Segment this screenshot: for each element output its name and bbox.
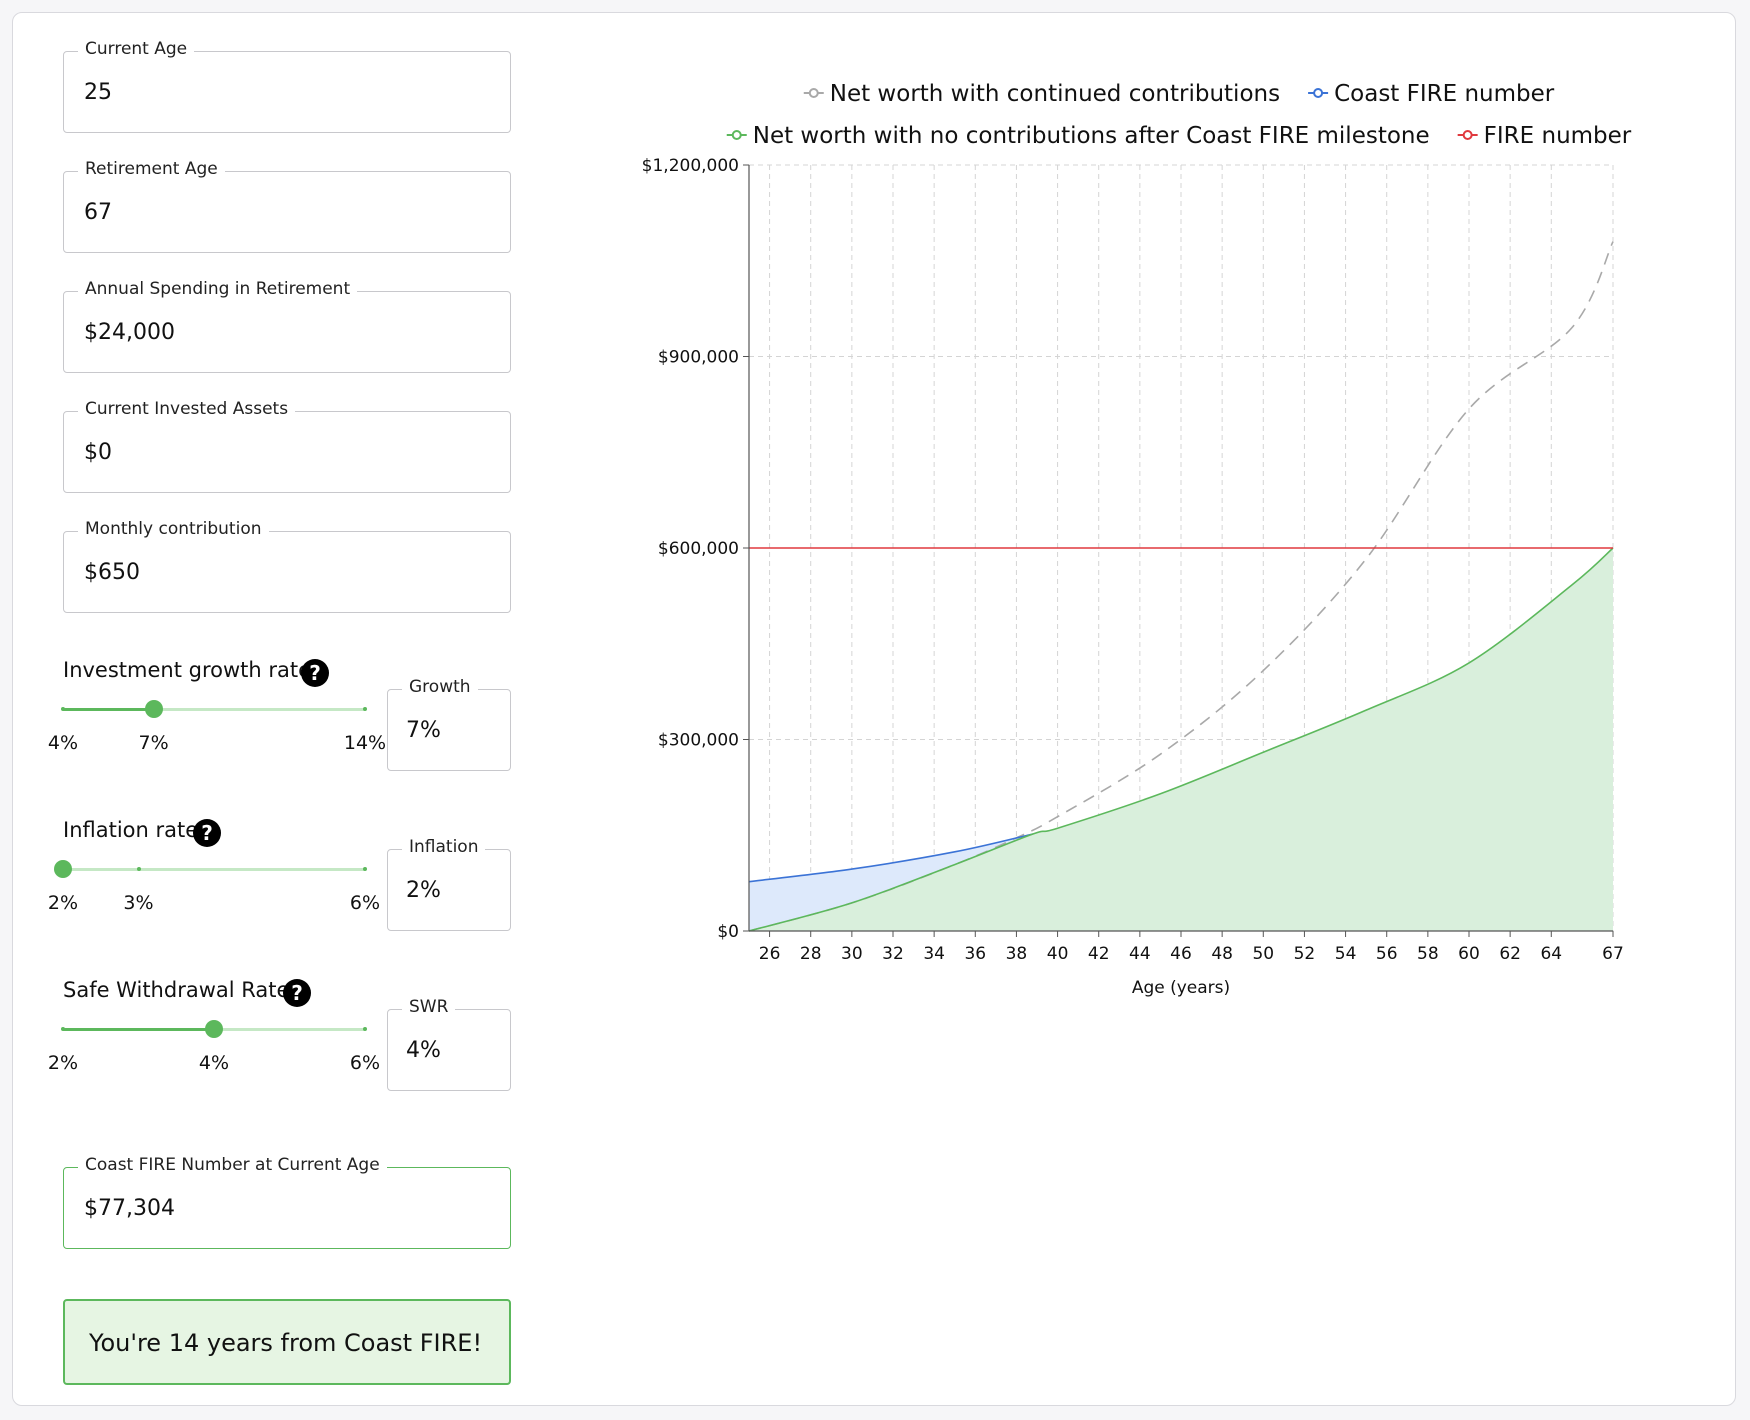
swr-help-icon[interactable]: ? [283, 979, 311, 1007]
retirement-age-label: Retirement Age [78, 159, 225, 179]
coast-fire-message-box: You're 14 years from Coast FIRE! [63, 1299, 511, 1385]
swr-slider-fill [63, 1028, 214, 1031]
inflation-help-icon[interactable]: ? [193, 819, 221, 847]
y-tick-label: $900,000 [658, 348, 739, 368]
coast-fire-message: You're 14 years from Coast FIRE! [89, 1329, 483, 1357]
swr-label: Safe Withdrawal Rate [63, 978, 290, 1002]
growth-mark-label: 4% [47, 732, 79, 754]
growth-slider-mark-dot [363, 707, 367, 711]
inflation-mark-label: 3% [123, 892, 154, 914]
x-tick-label: 64 [1540, 944, 1562, 964]
growth-slider-fill [63, 708, 154, 711]
current-age-field[interactable]: Current Age 25 [63, 39, 511, 133]
x-tick-label: 48 [1211, 944, 1233, 964]
swr-slider-mark-dot [363, 1027, 367, 1031]
y-tick-label: $0 [717, 922, 739, 942]
x-tick-label: 62 [1499, 944, 1521, 964]
inflation-slider-thumb[interactable] [54, 860, 72, 878]
growth-mark-label: 14% [343, 732, 387, 754]
growth-slider-thumb[interactable] [144, 700, 163, 718]
inflation-rate-label: Inflation rate [63, 818, 199, 842]
swr-field-label: SWR [402, 997, 456, 1017]
legend-entry: FIRE number [1484, 123, 1632, 149]
x-tick-label: 32 [882, 944, 904, 964]
current-age-label: Current Age [78, 39, 195, 59]
coast-fire-number-value: $77,304 [84, 1196, 175, 1221]
annual-spending-label: Annual Spending in Retirement [78, 279, 358, 299]
y-tick-label: $600,000 [658, 539, 739, 559]
x-tick-label: 46 [1170, 944, 1192, 964]
current-assets-value[interactable]: $0 [84, 440, 112, 465]
x-tick-label: 40 [1047, 944, 1069, 964]
projection-chart: $0 $300,000 $600,000 $900,000 $1,200,000 26 28… [642, 81, 1632, 998]
growth-field[interactable]: Growth 7% [387, 677, 511, 771]
coast-fire-number-field: Coast FIRE Number at Current Age $77,304 [63, 1155, 511, 1249]
legend-entry: Net worth with no contributions after Co… [753, 123, 1430, 149]
swr-mark-label: 6% [349, 1052, 381, 1074]
growth-field-label: Growth [402, 677, 478, 697]
inflation-slider-mark-dot [363, 867, 367, 871]
growth-mark-label: 7% [138, 732, 169, 754]
x-tick-label: 28 [800, 944, 822, 964]
swr-slider-thumb[interactable] [205, 1020, 223, 1038]
growth-field-value[interactable]: 7% [406, 718, 441, 743]
legend-entry: Coast FIRE number [1334, 81, 1555, 107]
swr-slider[interactable]: 2% 4% 6% [48, 1020, 380, 1074]
retirement-age-value[interactable]: 67 [84, 200, 112, 225]
current-assets-label: Current Invested Assets [78, 399, 296, 419]
x-tick-label: 67 [1602, 944, 1624, 964]
growth-help-icon[interactable]: ? [301, 659, 329, 687]
inflation-field-label: Inflation [402, 837, 486, 857]
inflation-field[interactable]: Inflation 2% [387, 837, 511, 931]
x-tick-label: 56 [1376, 944, 1398, 964]
x-tick-label: 34 [923, 944, 945, 964]
swr-mark-label: 4% [198, 1052, 230, 1074]
retirement-age-field[interactable]: Retirement Age 67 [63, 159, 511, 253]
inflation-mark-label: 6% [349, 892, 381, 914]
x-tick-label: 54 [1335, 944, 1357, 964]
swr-mark-label: 2% [47, 1052, 79, 1074]
legend-swatch-marker [808, 88, 819, 98]
x-tick-label: 60 [1458, 944, 1480, 964]
current-assets-field[interactable]: Current Invested Assets $0 [63, 399, 511, 493]
legend-entry: Net worth with continued contributions [830, 81, 1280, 107]
x-tick-label: 26 [759, 944, 781, 964]
growth-slider-mark-dot [61, 707, 65, 711]
net-worth-area [749, 548, 1613, 931]
inflation-slider-mark-dot [136, 867, 141, 871]
y-tick-label: $1,200,000 [642, 156, 739, 176]
monthly-contribution-value[interactable]: $650 [84, 560, 140, 585]
current-age-value[interactable]: 25 [84, 80, 112, 105]
x-tick-label: 58 [1417, 944, 1439, 964]
swr-field[interactable]: SWR 4% [387, 997, 511, 1091]
annual-spending-value[interactable]: $24,000 [84, 320, 175, 345]
inflation-slider[interactable]: 2% 3% 6% [48, 860, 380, 914]
inflation-field-value[interactable]: 2% [406, 878, 441, 903]
y-tick-label: $300,000 [658, 731, 739, 751]
x-tick-label: 30 [841, 944, 863, 964]
coast-fire-area [749, 833, 1033, 931]
calculator-card: Current Age 25 Retirement Age 67 Annual … [12, 12, 1736, 1406]
series-line-no-contributions [748, 547, 1614, 932]
swr-slider-mark-dot [61, 1027, 65, 1031]
inflation-mark-label: 2% [47, 892, 79, 914]
x-tick-label: 50 [1252, 944, 1274, 964]
x-tick-label: 36 [964, 944, 986, 964]
legend-swatch-marker [1313, 88, 1324, 98]
growth-slider[interactable]: 4% 7% 14% [48, 700, 386, 754]
legend-swatch-marker [1462, 130, 1473, 140]
x-tick-label: 42 [1088, 944, 1110, 964]
annual-spending-field[interactable]: Annual Spending in Retirement $24,000 [63, 279, 511, 373]
x-tick-label: 44 [1129, 944, 1151, 964]
coast-fire-number-label: Coast FIRE Number at Current Age [78, 1155, 387, 1175]
x-axis-label: Age (years) [1132, 978, 1230, 998]
x-tick-label: 52 [1294, 944, 1316, 964]
growth-rate-label: Investment growth rate [63, 658, 312, 682]
monthly-contribution-label: Monthly contribution [78, 519, 269, 539]
x-tick-label: 38 [1006, 944, 1028, 964]
swr-field-value[interactable]: 4% [406, 1038, 441, 1063]
monthly-contribution-field[interactable]: Monthly contribution $650 [63, 519, 511, 613]
legend-swatch-marker [731, 130, 742, 140]
series-line-coast-fire-number [748, 833, 1034, 883]
